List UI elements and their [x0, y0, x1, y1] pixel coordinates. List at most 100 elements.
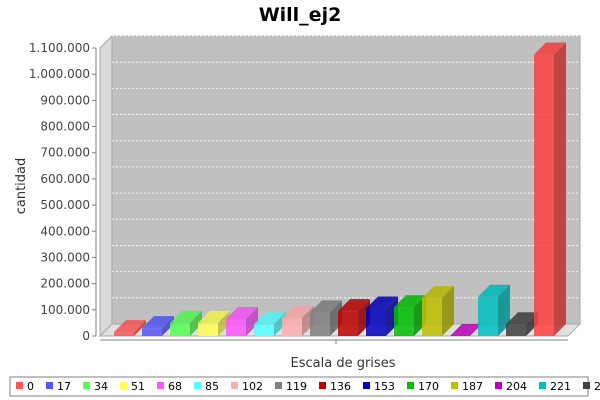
legend-item-221: 221	[539, 380, 571, 393]
y-tick-label: 800.000	[40, 120, 90, 134]
bar-side	[442, 286, 454, 336]
bar-front	[226, 318, 246, 336]
legend-item-68: 68	[157, 380, 182, 393]
bar-top	[394, 295, 426, 308]
bar-front	[198, 322, 218, 336]
legend-item-102: 102	[231, 380, 263, 393]
legend-label: 170	[418, 380, 439, 393]
bar-top	[170, 310, 202, 323]
bar-top	[422, 286, 454, 299]
y-tick-label: 300.000	[40, 250, 90, 264]
bar-side	[246, 306, 258, 336]
bar-204	[450, 324, 482, 336]
legend-swatch	[363, 382, 370, 389]
left-wall	[99, 34, 113, 338]
bar-top	[338, 299, 370, 312]
legend-swatch	[157, 382, 164, 389]
bar-top	[366, 296, 398, 309]
legend-label: 17	[57, 380, 71, 393]
legend-item-136: 136	[319, 380, 351, 393]
bar-top	[254, 312, 286, 325]
bar-221	[478, 284, 510, 336]
y-tick-label: 700.000	[40, 146, 90, 160]
y-tick-label: 900.000	[40, 93, 90, 107]
bar-front	[338, 311, 358, 336]
y-tick-label: 100.000	[40, 303, 90, 317]
legend-label: 68	[168, 380, 182, 393]
bar-side	[554, 42, 566, 336]
legend-label: 136	[330, 380, 351, 393]
y-tick-label: 200.000	[40, 277, 90, 291]
legend-swatch	[583, 382, 590, 389]
bar-front	[114, 332, 134, 336]
bar-top	[450, 324, 482, 336]
y-tick-label: 0	[82, 329, 90, 343]
legend-swatch	[231, 382, 238, 389]
bar-front	[422, 298, 442, 336]
legend-label: 204	[506, 380, 527, 393]
legend-label: 34	[94, 380, 108, 393]
legend-label: 102	[242, 380, 263, 393]
legend-label: 85	[205, 380, 219, 393]
bar-front	[142, 328, 162, 336]
legend-swatch	[319, 382, 326, 389]
bar-front	[366, 308, 386, 336]
legend-swatch	[120, 382, 127, 389]
bar-51	[198, 310, 230, 336]
back-wall	[111, 35, 581, 325]
bar-side	[330, 300, 342, 336]
bar-255	[534, 42, 566, 336]
bar-front	[394, 307, 414, 336]
gridlines	[112, 35, 580, 299]
bar-119	[310, 300, 342, 336]
legend-item-85: 85	[194, 380, 219, 393]
legend-swatch	[539, 382, 546, 389]
legend-label: 187	[462, 380, 483, 393]
legend-item-51: 51	[120, 380, 145, 393]
legend-label: 153	[374, 380, 395, 393]
bar-front	[282, 317, 302, 336]
legend-item-170: 170	[407, 380, 439, 393]
legend-item-34: 34	[83, 380, 108, 393]
bar-top	[198, 310, 230, 323]
bar-side	[498, 284, 510, 336]
legend-label: 119	[286, 380, 307, 393]
bar-68	[226, 306, 258, 336]
bar-side	[190, 310, 202, 336]
bar-top	[142, 316, 174, 329]
y-tick-label: 400.000	[40, 224, 90, 238]
y-axis-label: cantidad	[14, 158, 29, 215]
bar-0	[114, 320, 146, 336]
bar-side	[134, 320, 146, 336]
bar-top	[310, 300, 342, 313]
legend-item-153: 153	[363, 380, 395, 393]
bar-front	[534, 54, 554, 336]
legend-item-204: 204	[495, 380, 527, 393]
legend-label: 51	[131, 380, 145, 393]
bar-top	[534, 42, 566, 55]
bar-front	[478, 296, 498, 336]
bar-top	[506, 312, 538, 325]
legend-item-0: 0	[16, 380, 34, 393]
bar-side	[162, 316, 174, 336]
x-axis-label: Escala de grises	[291, 356, 396, 371]
bar-front	[506, 324, 526, 336]
legend-swatch	[407, 382, 414, 389]
bar-top	[226, 306, 258, 319]
legend-item-187: 187	[451, 380, 483, 393]
legend-swatch	[495, 382, 502, 389]
bar-17	[142, 316, 174, 336]
bar-front	[310, 312, 330, 336]
bar-top	[282, 305, 314, 318]
legend-item-17: 17	[46, 380, 71, 393]
bar-front	[254, 324, 274, 336]
y-tick-label: 1.100.000	[29, 41, 90, 55]
legend-item-238: 238	[583, 380, 600, 393]
y-tick-label: 600.000	[40, 172, 90, 186]
bars	[114, 42, 566, 336]
bar-side	[218, 310, 230, 336]
bar-34	[170, 310, 202, 336]
legend-label: 238	[594, 380, 600, 393]
bar-top	[114, 320, 146, 333]
